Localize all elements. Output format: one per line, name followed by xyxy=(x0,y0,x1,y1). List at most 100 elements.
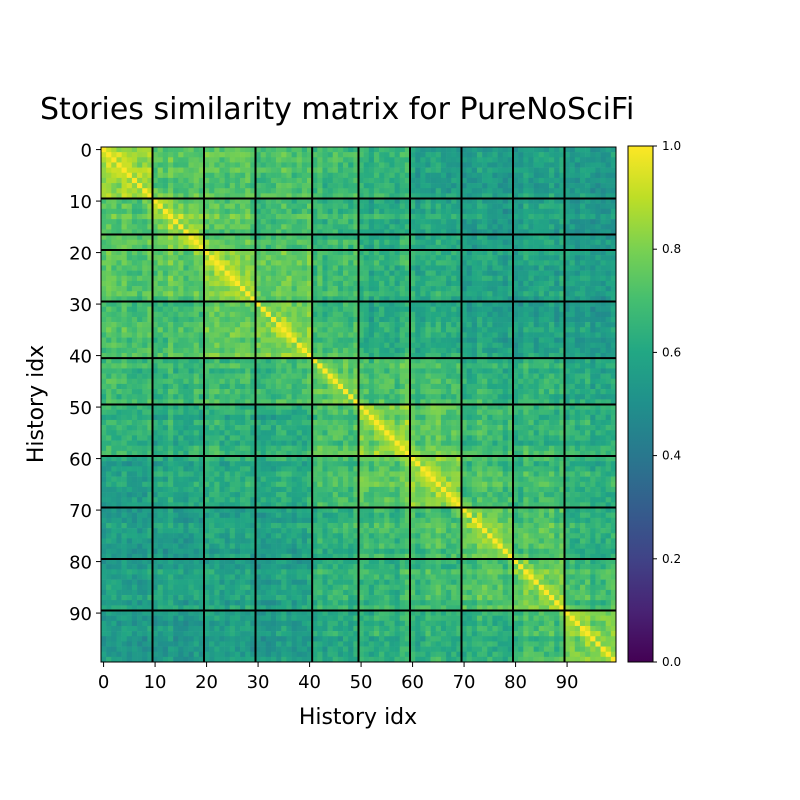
heatmap-cell xyxy=(554,373,560,380)
heatmap-cell xyxy=(286,244,292,251)
heatmap-cell xyxy=(343,244,349,251)
heatmap-cell xyxy=(353,239,359,246)
heatmap-cell xyxy=(312,270,318,277)
heatmap-cell xyxy=(451,311,457,318)
heatmap-cell xyxy=(569,162,576,168)
heatmap-cell xyxy=(111,353,117,359)
heatmap-cell xyxy=(121,157,128,163)
heatmap-cell xyxy=(379,358,385,364)
heatmap-cell xyxy=(343,208,349,215)
heatmap-cell xyxy=(281,234,287,240)
heatmap-cell xyxy=(183,219,189,225)
heatmap-cell xyxy=(549,213,555,220)
heatmap-cell xyxy=(162,399,169,405)
heatmap-cell xyxy=(255,358,261,364)
heatmap-cell xyxy=(507,219,514,225)
heatmap-cell xyxy=(564,244,570,251)
heatmap-cell xyxy=(188,152,194,158)
heatmap-cell xyxy=(420,213,426,220)
heatmap-cell xyxy=(234,229,241,235)
heatmap-cell xyxy=(332,296,339,302)
heatmap-cell xyxy=(286,363,292,369)
heatmap-cell xyxy=(343,229,349,235)
heatmap-cell xyxy=(569,172,576,179)
heatmap-cell xyxy=(466,162,473,168)
heatmap-cell xyxy=(482,291,488,297)
heatmap-cell xyxy=(487,193,493,199)
heatmap-cell xyxy=(332,203,339,210)
heatmap-cell xyxy=(440,368,447,374)
heatmap-cell xyxy=(173,157,179,163)
heatmap-cell xyxy=(456,373,462,380)
heatmap-cell xyxy=(513,234,519,240)
heatmap-cell xyxy=(343,347,349,354)
heatmap-cell xyxy=(229,316,236,323)
heatmap-cell xyxy=(507,270,514,277)
heatmap-cell xyxy=(466,383,473,390)
heatmap-cell xyxy=(260,250,267,256)
heatmap-cell xyxy=(564,275,570,282)
heatmap-cell xyxy=(234,337,241,343)
heatmap-cell xyxy=(595,394,601,400)
heatmap-cell xyxy=(265,394,272,400)
heatmap-cell xyxy=(157,255,164,261)
heatmap-cell xyxy=(482,219,488,225)
heatmap-cell xyxy=(502,394,509,400)
heatmap-cell xyxy=(224,332,231,338)
heatmap-cell xyxy=(214,157,220,163)
heatmap-cell xyxy=(193,286,200,292)
heatmap-cell xyxy=(435,383,442,390)
heatmap-cell xyxy=(440,363,447,369)
heatmap-cell xyxy=(471,358,478,364)
heatmap-cell xyxy=(332,373,339,380)
heatmap-cell xyxy=(229,280,236,287)
heatmap-cell xyxy=(595,389,601,395)
heatmap-cell xyxy=(569,306,576,313)
heatmap-cell xyxy=(523,327,529,333)
heatmap-cell xyxy=(564,203,570,210)
heatmap-cell xyxy=(317,291,323,297)
heatmap-cell xyxy=(286,152,292,158)
heatmap-cell xyxy=(554,255,560,261)
heatmap-cell xyxy=(167,208,174,215)
heatmap-cell xyxy=(564,198,570,204)
heatmap-cell xyxy=(121,316,128,323)
heatmap-cell xyxy=(579,229,586,235)
heatmap-cell xyxy=(312,280,318,287)
heatmap-cell xyxy=(471,188,478,194)
heatmap-cell xyxy=(224,188,231,194)
heatmap-cell xyxy=(404,342,411,349)
heatmap-cell xyxy=(291,183,297,189)
heatmap-cell xyxy=(296,260,303,266)
heatmap-cell xyxy=(435,219,442,225)
heatmap-cell xyxy=(322,368,328,374)
heatmap-cell xyxy=(389,337,395,343)
heatmap-cell xyxy=(147,239,153,246)
heatmap-cell xyxy=(507,322,514,328)
heatmap-cell xyxy=(219,394,225,400)
heatmap-cell xyxy=(270,167,277,174)
heatmap-cell xyxy=(276,234,282,240)
heatmap-cell xyxy=(204,265,210,271)
heatmap-cell xyxy=(476,337,483,343)
heatmap-cell xyxy=(121,378,128,385)
heatmap-cell xyxy=(435,337,442,343)
heatmap-cell xyxy=(461,270,467,277)
heatmap-cell xyxy=(446,172,452,179)
heatmap-cell xyxy=(585,177,591,184)
heatmap-cell xyxy=(379,389,385,395)
heatmap-cell xyxy=(610,260,617,266)
heatmap-cell xyxy=(250,260,256,266)
heatmap-cell xyxy=(492,373,498,380)
heatmap-cell xyxy=(219,389,225,395)
heatmap-cell xyxy=(142,383,148,390)
heatmap-cell xyxy=(595,219,601,225)
heatmap-cell xyxy=(394,291,400,297)
heatmap-cell xyxy=(554,347,560,354)
heatmap-cell xyxy=(229,337,236,343)
heatmap-cell xyxy=(332,208,339,215)
heatmap-cell xyxy=(466,353,473,359)
heatmap-cell xyxy=(337,291,344,297)
heatmap-cell xyxy=(214,316,220,323)
heatmap-cell xyxy=(410,394,416,400)
